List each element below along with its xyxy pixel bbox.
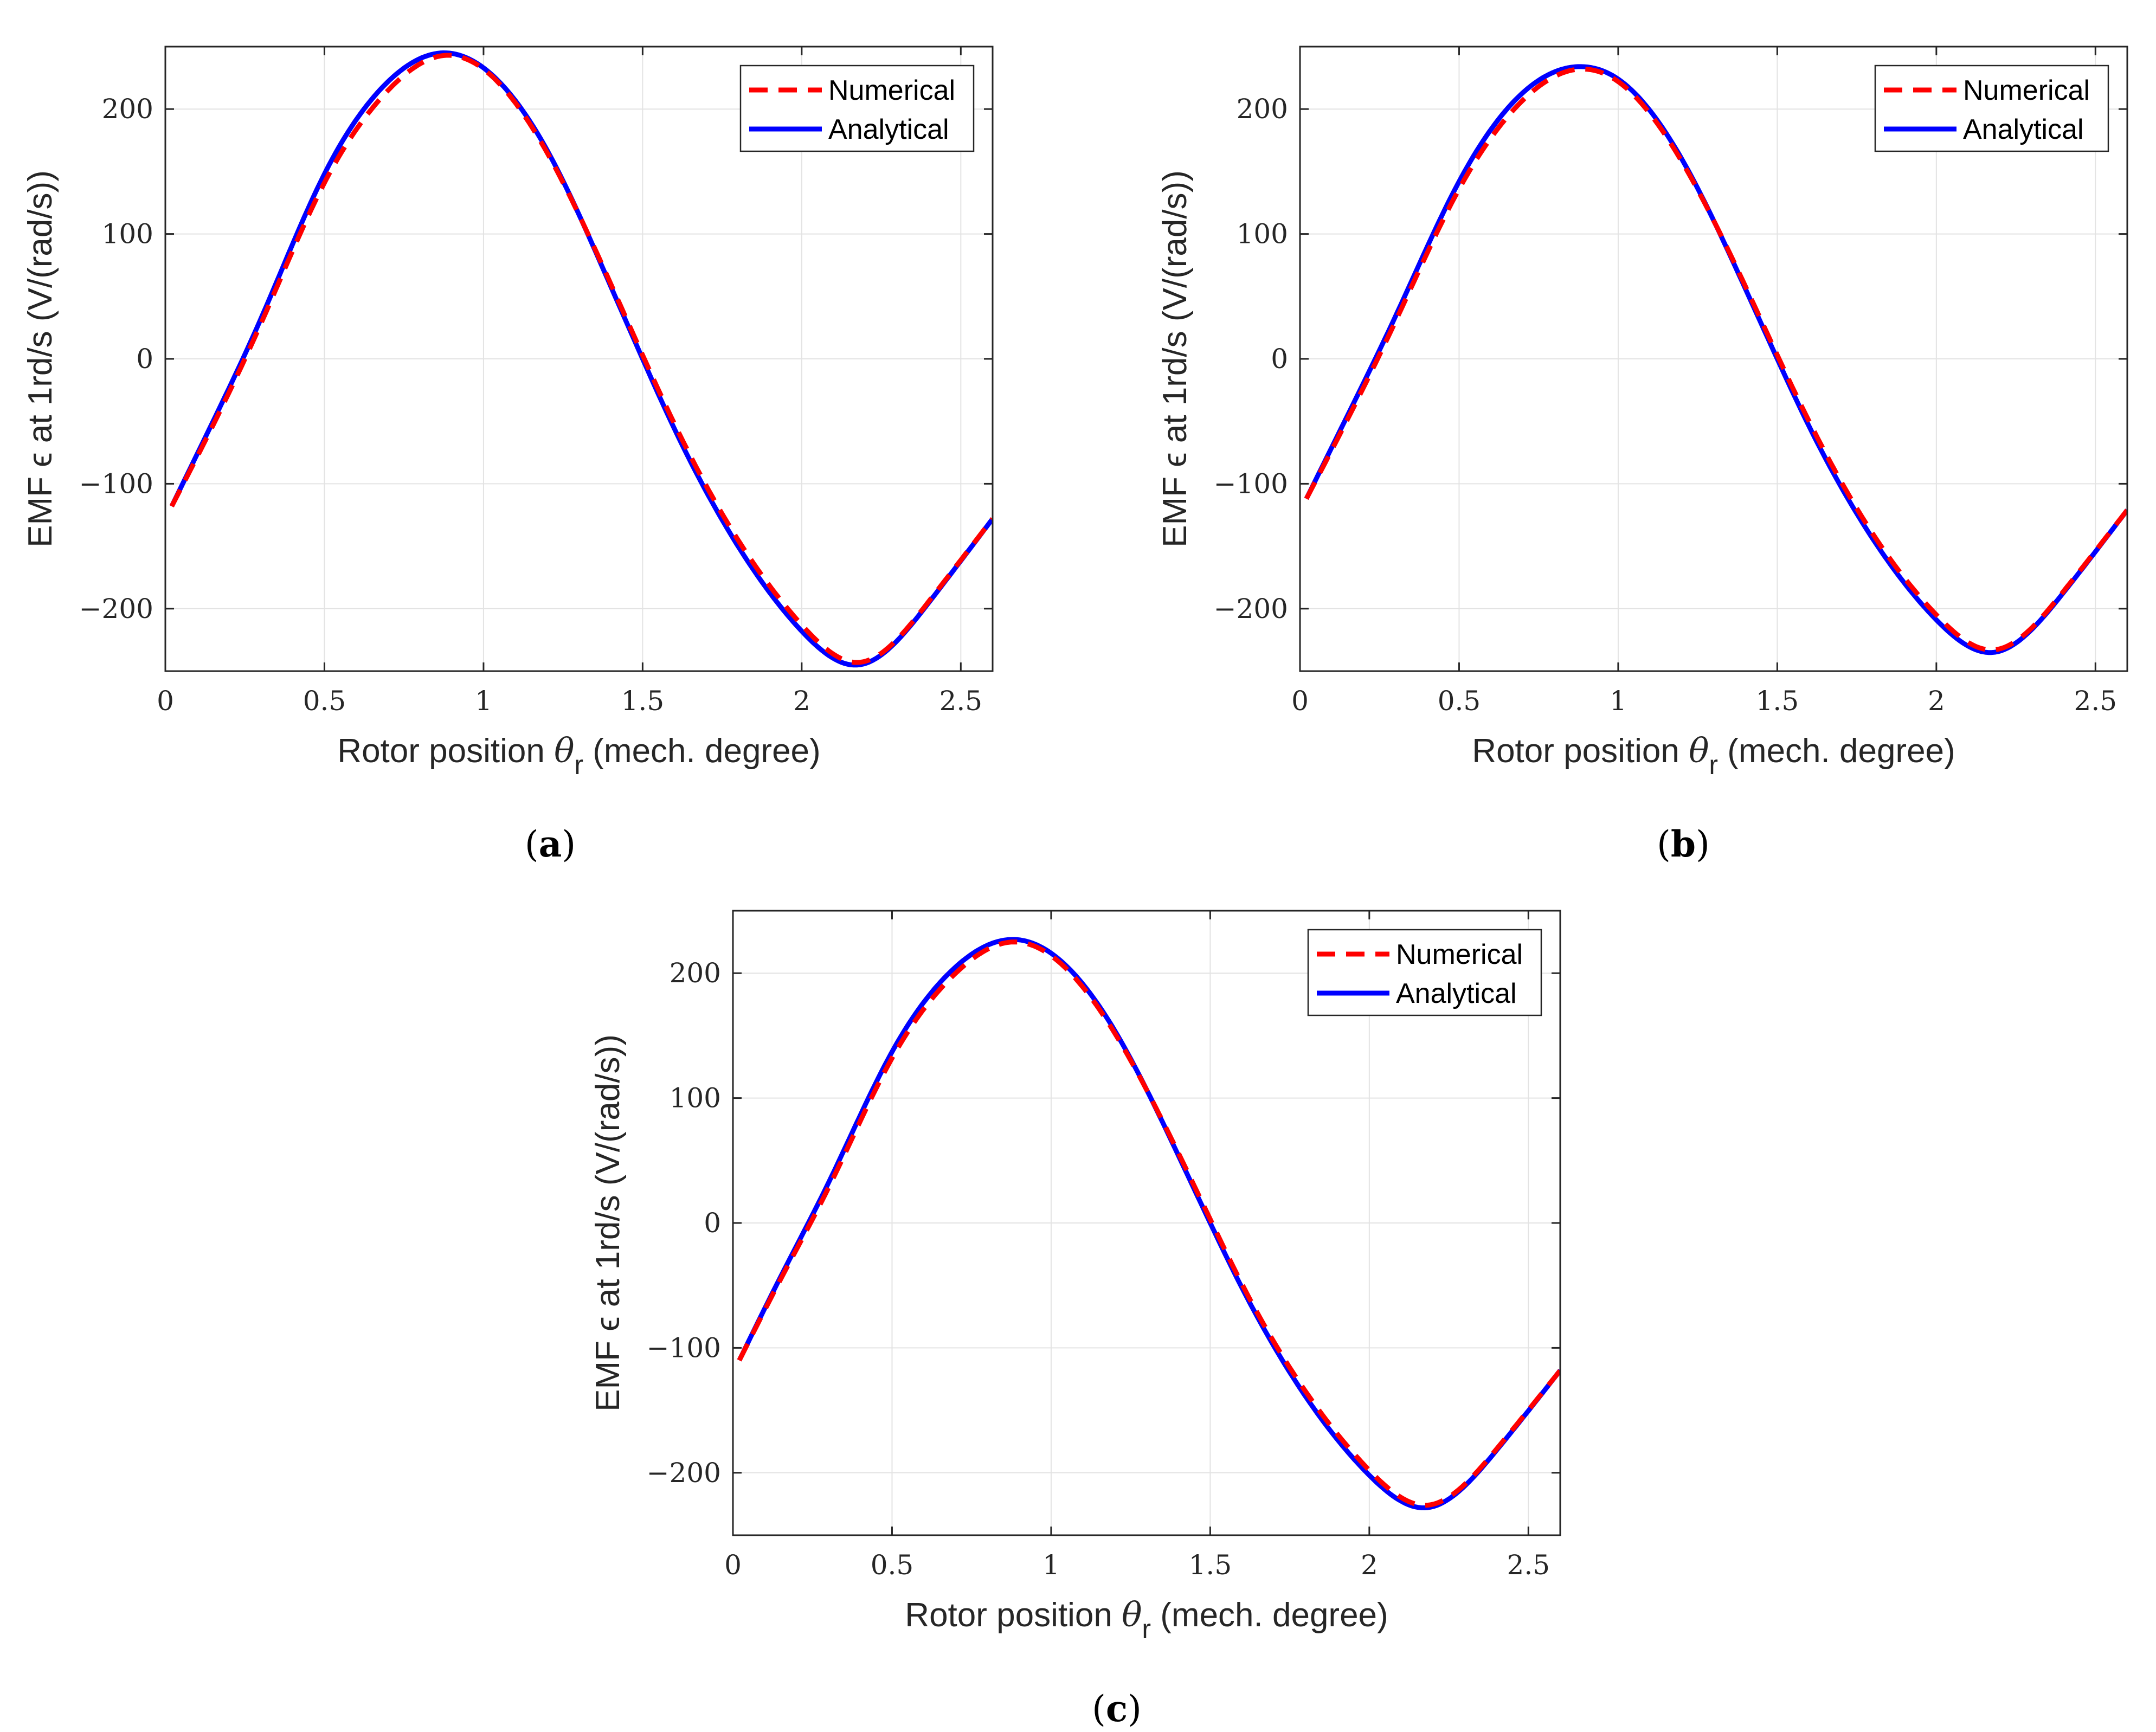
x-tick-label: 1: [1610, 685, 1627, 717]
x-tick-label: 2: [793, 685, 810, 717]
y-tick-label: −100: [647, 1332, 721, 1363]
legend-label-numerical: Numerical: [1396, 939, 1523, 970]
legend-box: [739, 65, 975, 152]
y-tick-label: 0: [1271, 343, 1288, 375]
legend-box: [1874, 65, 2109, 152]
x-tick-label: 1.5: [1756, 685, 1799, 717]
legend-label-numerical: Numerical: [828, 75, 955, 106]
x-tick-label: 0.5: [303, 685, 346, 717]
y-tick-label: 100: [102, 218, 153, 250]
y-tick-label: −100: [79, 468, 153, 499]
x-tick-label: 2.5: [939, 685, 983, 717]
panel-caption-c: (c): [1092, 1688, 1142, 1730]
chart-panel-b: 0 0.5 1 1.5 2 2.5 −200 −100 0 100 200 Rotor positio…: [1156, 46, 2128, 780]
panel-caption-b: (b): [1657, 823, 1710, 865]
y-tick-label: −200: [1214, 593, 1288, 624]
x-axis-title: Rotor position θr (mech. degree): [1472, 731, 1955, 780]
x-tick-label: 0: [724, 1549, 742, 1581]
chart-panel-c: 0 0.5 1 1.5 2 2.5 −200 −100 0 100 200 Rotor positio…: [589, 910, 1561, 1644]
y-tick-label: 200: [102, 93, 153, 125]
legend: Numerical Analytical: [1874, 65, 2109, 152]
chart-panel-a: 0 0.5 1 1.5 2 2.5 −200 −100 0 100 200 Rotor positio…: [22, 46, 994, 780]
x-tick-label: 1.5: [1189, 1549, 1232, 1581]
x-tick-label: 1: [1042, 1549, 1060, 1581]
y-tick-label: 200: [1237, 93, 1288, 125]
series-line-numerical: [737, 939, 1560, 1508]
x-axis-title: Rotor position θr (mech. degree): [337, 731, 820, 780]
x-axis-title: Rotor position θr (mech. degree): [905, 1595, 1388, 1644]
x-tick-label: 0: [1291, 685, 1309, 717]
y-axis-title: EMF ϵ at 1rd/s (V/(rad/s)): [589, 1034, 627, 1412]
y-axis-title: EMF ϵ at 1rd/s (V/(rad/s)): [1156, 170, 1194, 548]
x-tick-label: 1.5: [621, 685, 665, 717]
legend-label-analytical: Analytical: [1963, 114, 2084, 145]
x-tick-label: 2.5: [2074, 685, 2118, 717]
y-tick-label: 100: [1237, 218, 1288, 250]
series-line-numerical: [169, 53, 993, 665]
y-axis-title: EMF ϵ at 1rd/s (V/(rad/s)): [22, 170, 59, 548]
series-group: [169, 50, 993, 668]
y-tick-label: −200: [647, 1457, 721, 1489]
legend-label-analytical: Analytical: [1396, 978, 1517, 1009]
x-tick-label: 2: [1928, 685, 1945, 717]
y-tick-label: 200: [670, 957, 721, 989]
legend-box: [1307, 929, 1542, 1016]
x-tick-label: 1: [475, 685, 492, 717]
legend: Numerical Analytical: [1307, 929, 1542, 1016]
series-line-numerical: [1304, 66, 2127, 653]
y-tick-label: 100: [670, 1083, 721, 1114]
x-tick-label: 0.5: [1438, 685, 1481, 717]
series-group: [1304, 64, 2127, 655]
x-tick-label: 0.5: [871, 1549, 914, 1581]
legend: Numerical Analytical: [739, 65, 975, 152]
panel-caption-a: (a): [525, 823, 576, 865]
series-line-analytical: [737, 937, 1560, 1510]
legend-label-numerical: Numerical: [1963, 75, 2090, 106]
y-tick-label: −100: [1214, 468, 1288, 499]
x-tick-label: 2: [1361, 1549, 1378, 1581]
y-tick-label: 0: [136, 343, 153, 375]
series-group: [737, 937, 1560, 1510]
y-tick-label: −200: [79, 593, 153, 624]
x-tick-label: 2.5: [1507, 1549, 1550, 1581]
legend-label-analytical: Analytical: [828, 114, 949, 145]
x-tick-label: 0: [157, 685, 174, 717]
y-tick-label: 0: [704, 1207, 721, 1239]
